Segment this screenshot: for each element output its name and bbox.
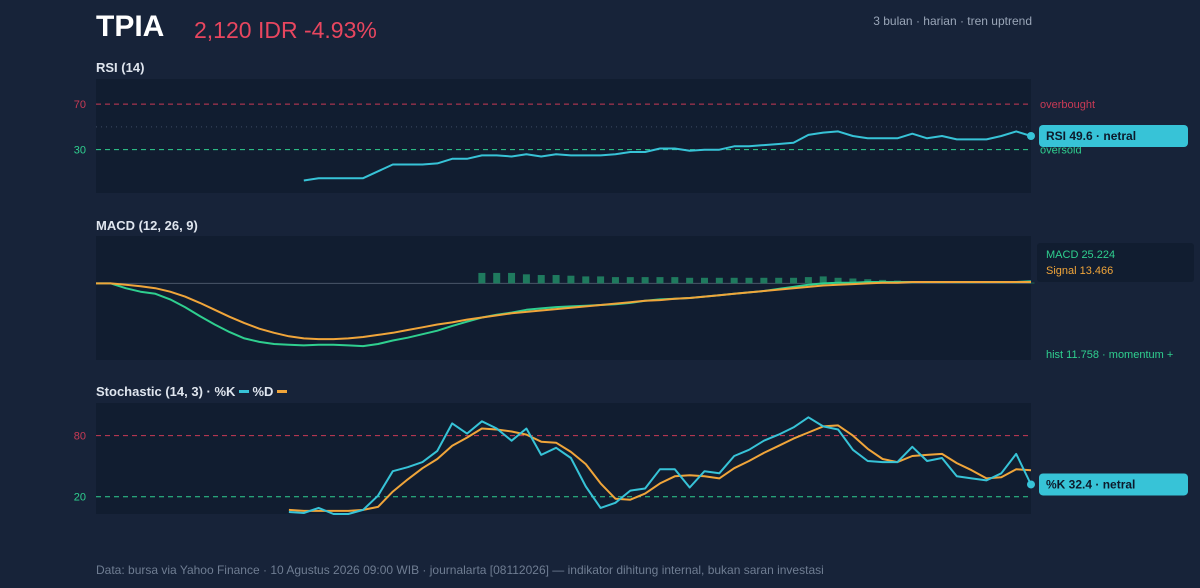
macd-hist-bar [982, 282, 990, 284]
macd-hist-bar [715, 277, 723, 284]
macd-hist-bar [611, 277, 619, 284]
chart-meta: 3 bulan · harian · tren uptrend [873, 14, 1032, 28]
macd-hist-bar [804, 277, 812, 284]
macd-hist-bar [790, 277, 798, 284]
macd-hist-bar [671, 277, 679, 284]
macd-hist-bar [493, 272, 501, 284]
d-legend-swatch [277, 390, 288, 394]
macd-hist-bar [686, 277, 694, 284]
macd-hist-bar [537, 275, 545, 284]
stoch-last-label: %K 32.4 · netral [1046, 477, 1135, 491]
macd-hist-bar [1027, 282, 1035, 284]
macd-legend-value: MACD 25.224 [1046, 249, 1115, 261]
stoch-title-text: Stochastic (14, 3) · %K [96, 384, 236, 399]
stoch-k-line [288, 416, 1032, 515]
signal-line [96, 281, 1031, 341]
rsi-panel-bg [96, 79, 1031, 193]
macd-hist-bar [508, 272, 516, 284]
macd-hist-bar [745, 277, 753, 284]
stoch-title: Stochastic (14, 3) · %K %D [96, 384, 290, 399]
macd-hist-bar [478, 272, 486, 284]
rsi-level-label-overbought: overbought [1040, 99, 1095, 111]
macd-hist-bar [1012, 282, 1020, 284]
macd-hist-bar [582, 276, 590, 284]
macd-hist-bar [997, 282, 1005, 284]
rsi-last-dot [1027, 132, 1035, 140]
macd-hist-bar [968, 282, 976, 284]
stoch-tick-20: 20 [74, 492, 86, 504]
rsi-last-badge [1039, 125, 1188, 147]
macd-hist-bar [597, 276, 605, 284]
rsi-level-label-oversold: oversold [1040, 145, 1082, 157]
d-legend-label: %D [252, 384, 274, 399]
macd-panel-bg [96, 236, 1031, 360]
macd-hist-bar [819, 276, 827, 284]
macd-hist-bar [775, 277, 783, 284]
stoch-d-line [288, 424, 1032, 512]
stoch-last-badge [1039, 473, 1188, 496]
macd-hist-bar [626, 277, 634, 284]
macd-hist-bar [834, 277, 842, 284]
rsi-title: RSI (14) [96, 60, 145, 75]
macd-line [96, 280, 1032, 348]
stoch-last-dot [1027, 480, 1035, 489]
k-legend-swatch [239, 390, 250, 394]
macd-title: MACD (12, 26, 9) [96, 218, 198, 233]
rsi-line [303, 130, 1032, 182]
macd-hist-bar [567, 275, 575, 284]
macd-hist-bar [552, 275, 560, 284]
footer-note: Data: bursa via Yahoo Finance · 10 Agust… [96, 563, 824, 577]
rsi-last-label: RSI 49.6 · netral [1046, 129, 1136, 143]
macd-hist-bar [760, 277, 768, 284]
macd-hist-bar [849, 278, 857, 284]
rsi-tick-70: 70 [74, 99, 86, 111]
macd-hist-bar [700, 277, 708, 284]
macd-hist-bar [641, 277, 649, 284]
macd-hist-bar [730, 277, 738, 284]
price-change: 2,120 IDR -4.93% [194, 17, 377, 43]
ticker-symbol: TPIA [96, 10, 165, 43]
stoch-tick-80: 80 [74, 431, 86, 443]
macd-legend-box [1037, 243, 1194, 282]
stoch-panel-bg [96, 403, 1031, 514]
macd-hist-note: hist 11.758 · momentum + [1046, 349, 1173, 361]
signal-legend-value: Signal 13.466 [1046, 265, 1113, 277]
macd-hist-bar [656, 277, 664, 284]
macd-hist-bar [953, 282, 961, 284]
rsi-tick-30: 30 [74, 145, 86, 157]
macd-hist-bar [522, 274, 530, 284]
